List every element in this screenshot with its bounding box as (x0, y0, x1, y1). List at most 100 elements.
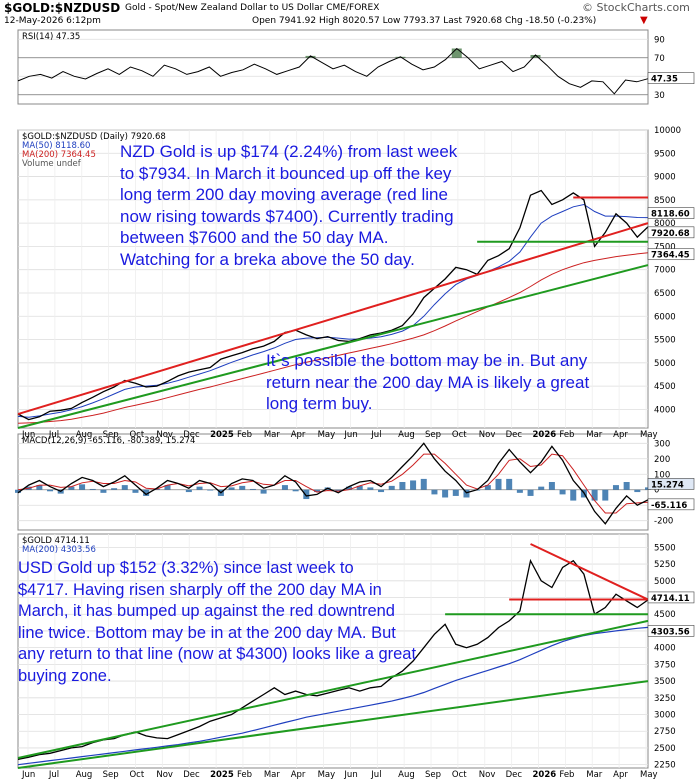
y-tick-label: 2500 (654, 744, 676, 754)
macd-histogram-bar (559, 489, 566, 495)
nzd-annotation-line: long term 200 day moving average (red li… (120, 185, 448, 204)
x-tick-label: Mar (586, 770, 603, 780)
nzd-annotation-line: to $7934. In March it bounced up off the… (120, 163, 452, 183)
x-tick-label: Jul (370, 430, 381, 440)
x-tick-label: Apr (613, 770, 628, 780)
y-tick-label: 3500 (654, 677, 676, 687)
rsi-overbought-fill (305, 55, 316, 58)
ma200-last-label: 7364.45 (651, 251, 690, 261)
x-tick-label: Jun (21, 430, 35, 440)
macd-histogram-bar (538, 486, 545, 490)
nzd-annotation-line: NZD Gold is up $174 (2.24%) from last we… (120, 142, 458, 161)
usd-annotation-line: $4717. Having risen sharply off the 200 … (18, 580, 382, 599)
x-tick-label: Feb (237, 770, 252, 780)
x-tick-label: May (318, 770, 336, 780)
macd-histogram-bar (495, 478, 502, 490)
y-tick-label: 3000 (654, 711, 676, 721)
legend-entry: MACD(12,26,9) -65.116, -80.389, 15.274 (22, 436, 195, 446)
macd-histogram-bar (228, 487, 235, 490)
down-arrow-icon: ▼ (640, 15, 648, 26)
red-downtrend-line (530, 543, 649, 601)
y-tick-label: 7000 (654, 266, 676, 276)
macd-histogram-bar (100, 489, 107, 493)
x-tick-label: Feb (559, 430, 574, 440)
macd-histogram-bar (111, 488, 118, 490)
y-tick-label: 100 (654, 470, 670, 480)
macd-histogram-bar (431, 489, 438, 495)
y-tick-label: 10000 (654, 126, 681, 136)
macd-histogram-bar (132, 489, 139, 493)
nzd-bottom-line: return near the 200 day MA is likely a g… (266, 372, 590, 392)
macd-histogram-bar (260, 489, 267, 494)
rsi-line (17, 47, 649, 95)
macd-histogram-bar (79, 484, 86, 490)
usd-annotation-line: March, it has bumped up against the red … (18, 602, 395, 620)
macd-histogram-bar (239, 485, 246, 490)
symbol-description: Gold - Spot/New Zealand Dollar to US Dol… (125, 3, 380, 13)
x-tick-label: May (640, 770, 658, 780)
x-tick-label: Nov (156, 430, 173, 440)
y-tick-label: 5500 (654, 543, 676, 553)
macd-histogram-bar (420, 478, 427, 490)
green-upper-trendline (17, 619, 649, 759)
x-tick-label: Dec (506, 430, 523, 440)
usd-ma200-last-label: 4303.56 (651, 627, 690, 637)
macd-histogram-bar (292, 489, 299, 492)
macd-histogram-bar (313, 489, 320, 493)
date-stamp: 12-May-2026 6:12pm (4, 16, 101, 26)
y-tick-label: 300 (654, 439, 670, 449)
x-tick-label: Apr (291, 430, 306, 440)
macd-histogram-bar (388, 485, 395, 490)
macd-histogram-bar (399, 482, 406, 490)
macd-histogram-bar (15, 489, 21, 493)
y-tick-label: 3250 (654, 694, 676, 704)
y-tick-label: 70 (654, 54, 665, 64)
y-tick-label: -200 (654, 517, 673, 527)
legend-entry: RSI(14) 47.35 (22, 32, 80, 42)
macd-histogram-bar (36, 485, 43, 490)
x-tick-label: Jun (21, 770, 35, 780)
macd-histogram-bar (367, 487, 374, 490)
usd-annotation-line: USD Gold up $152 (3.32%) since last week… (18, 559, 354, 577)
legend-entry: Volume undef (22, 159, 82, 169)
x-tick-label: Mar (264, 430, 281, 440)
ma50-last-label-box (647, 207, 695, 219)
x-tick-label: Jun (343, 770, 357, 780)
y-tick-label: 5250 (654, 560, 676, 570)
x-tick-label: Mar (586, 430, 603, 440)
x-tick-label: Sep (103, 770, 119, 780)
brand-logo: © StockCharts.com (582, 1, 690, 14)
macd-histogram-bar (506, 478, 513, 490)
x-tick-label: Jul (370, 770, 381, 780)
x-tick-label: 2025 (210, 430, 234, 440)
y-tick-label: 4500 (654, 382, 676, 392)
x-tick-label: Sep (425, 430, 441, 440)
ma50-line (17, 203, 649, 418)
x-tick-label: Jul (48, 430, 59, 440)
usd-annotation: USD Gold up $152 (3.32%) since last week… (18, 558, 416, 687)
red-trendline (17, 222, 649, 415)
rsi-overbought-fill (451, 48, 462, 58)
green-lower-trendline (17, 680, 649, 769)
macd-histogram-bar (602, 489, 609, 501)
ma200-last-label-box (647, 248, 695, 261)
y-tick-label: 200 (654, 455, 670, 465)
macd-histogram-bar (484, 485, 491, 490)
y-tick-label: 6500 (654, 289, 676, 299)
macd-histogram-bar (516, 489, 523, 493)
x-tick-label: Oct (452, 770, 467, 780)
x-tick-label: Apr (613, 430, 628, 440)
x-tick-label: May (318, 430, 336, 440)
macd-histogram-bar (249, 488, 256, 490)
y-tick-label: 5500 (654, 336, 676, 346)
y-tick-label: 8500 (654, 196, 676, 206)
x-tick-label: Oct (452, 430, 467, 440)
macd-histogram-bar (442, 489, 449, 498)
rsi-last-label: 47.35 (651, 75, 678, 85)
symbol-title: $GOLD:$NZDUSD (4, 1, 121, 15)
x-tick-label: Apr (291, 770, 306, 780)
panel-frame (17, 29, 649, 105)
macd-histogram-bar (89, 488, 96, 490)
macd-histogram-bar (196, 486, 203, 490)
ma50-last-label: 8118.60 (651, 210, 690, 220)
